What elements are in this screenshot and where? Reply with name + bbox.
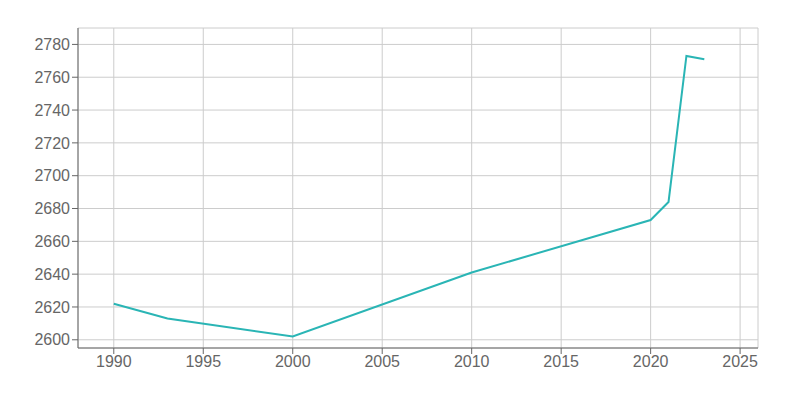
- svg-text:2005: 2005: [364, 353, 400, 370]
- svg-text:2780: 2780: [34, 36, 70, 53]
- svg-text:2720: 2720: [34, 135, 70, 152]
- svg-text:2000: 2000: [275, 353, 311, 370]
- svg-text:2025: 2025: [722, 353, 758, 370]
- svg-text:2020: 2020: [633, 353, 669, 370]
- svg-text:2660: 2660: [34, 233, 70, 250]
- svg-text:2620: 2620: [34, 299, 70, 316]
- svg-text:2015: 2015: [543, 353, 579, 370]
- svg-text:2600: 2600: [34, 331, 70, 348]
- svg-text:1995: 1995: [185, 353, 221, 370]
- svg-text:2700: 2700: [34, 167, 70, 184]
- svg-text:2640: 2640: [34, 266, 70, 283]
- svg-text:2760: 2760: [34, 69, 70, 86]
- svg-text:1990: 1990: [96, 353, 132, 370]
- svg-text:2740: 2740: [34, 102, 70, 119]
- svg-text:2680: 2680: [34, 200, 70, 217]
- svg-text:2010: 2010: [454, 353, 490, 370]
